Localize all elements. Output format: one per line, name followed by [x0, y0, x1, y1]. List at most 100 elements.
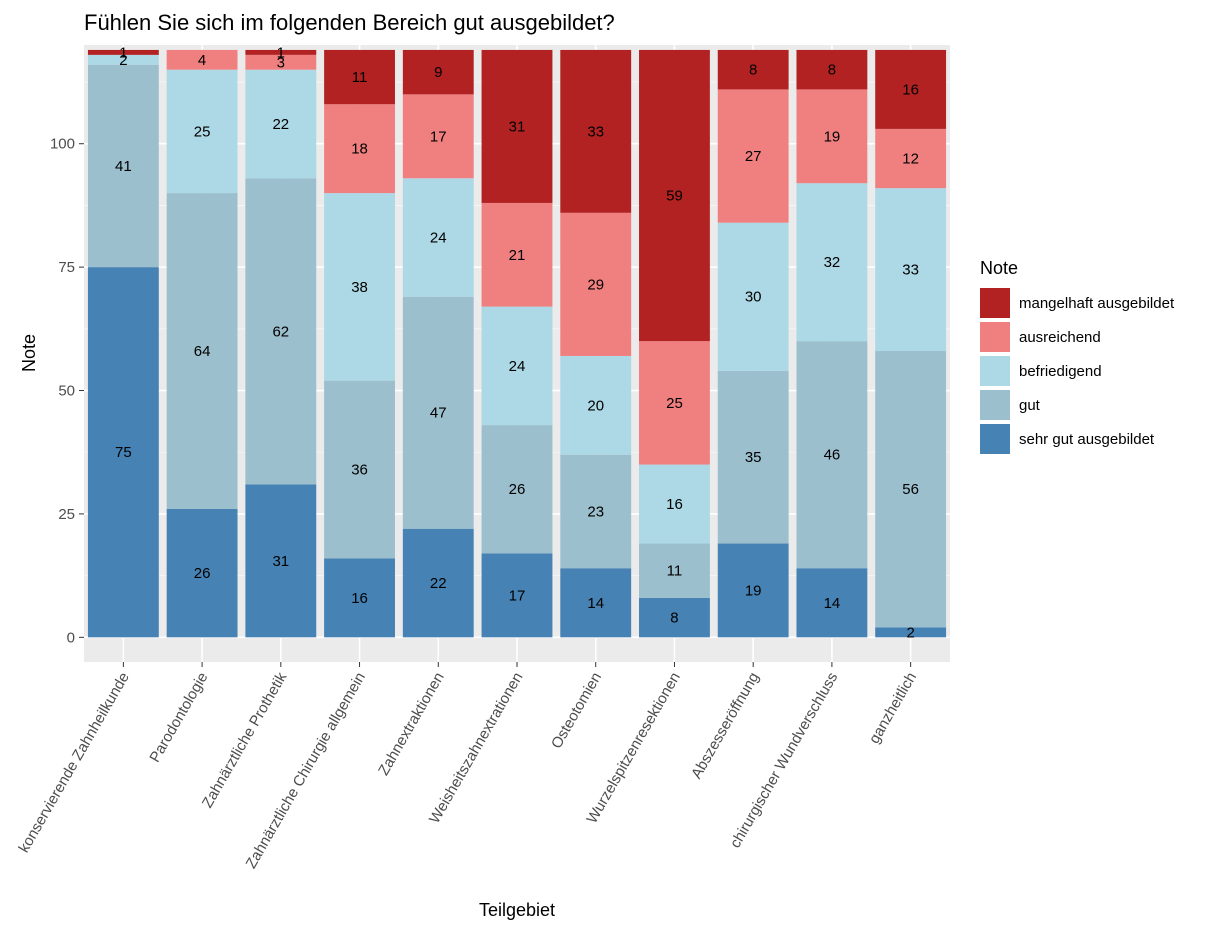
data-label: 22: [272, 116, 289, 133]
bar-segment: [87, 49, 159, 55]
legend-label: sehr gut ausgebildet: [1019, 431, 1155, 448]
legend-key: [980, 356, 1010, 386]
bar-segment: [481, 49, 553, 203]
y-axis-label: Note: [19, 334, 39, 372]
data-label: 47: [430, 405, 447, 422]
data-label: 2: [119, 52, 127, 69]
data-label: 16: [902, 81, 919, 98]
bar-segment: [402, 528, 474, 638]
chart-title: Fühlen Sie sich im folgenden Bereich gut…: [84, 10, 615, 35]
data-label: 24: [509, 358, 526, 375]
legend-key: [980, 322, 1010, 352]
bar-segment: [402, 178, 474, 297]
bar-segment: [402, 49, 474, 95]
bar-segment: [245, 178, 317, 485]
bar-segment: [166, 508, 238, 638]
data-label: 16: [666, 496, 683, 513]
data-label: 17: [509, 587, 526, 604]
legend-title: Note: [980, 258, 1018, 278]
bar-segment: [166, 193, 238, 509]
data-label: 64: [194, 343, 211, 360]
bar-segment: [796, 341, 868, 569]
bar-segment: [402, 296, 474, 529]
bar-segment: [87, 267, 159, 638]
bar-segment: [717, 49, 789, 90]
y-tick-label: 100: [50, 136, 75, 153]
x-axis-label: Teilgebiet: [479, 900, 555, 920]
data-label: 19: [824, 128, 841, 145]
data-label: 26: [509, 481, 526, 498]
bar-segment: [481, 202, 553, 307]
data-label: 31: [272, 553, 289, 570]
bar-segment: [717, 543, 789, 638]
y-tick-label: 0: [67, 629, 75, 646]
data-label: 1: [119, 44, 127, 61]
bar-segment: [639, 543, 710, 598]
bar-segment: [481, 425, 553, 554]
data-label: 25: [666, 395, 683, 412]
bar-segment: [324, 49, 395, 105]
x-tick-label: Zahnärztliche Prothetik: [199, 669, 291, 811]
data-label: 36: [351, 461, 368, 478]
data-label: 11: [352, 69, 368, 86]
bar-segment: [560, 49, 632, 213]
bar-segment: [560, 454, 632, 569]
legend-key: [980, 288, 1010, 318]
data-label: 12: [902, 151, 919, 168]
x-tick-label: Osteotomien: [548, 670, 605, 752]
data-label: 24: [430, 230, 447, 247]
x-tick-label: Weisheitszahnextrationen: [426, 670, 526, 827]
legend: Note mangelhaft ausgebildet ausreichend be…: [980, 258, 1175, 454]
bar-segment: [245, 69, 317, 179]
data-label: 14: [587, 595, 604, 612]
data-labels: 7541212664254316222311636381811224724179…: [115, 44, 919, 641]
legend-label: ausreichend: [1019, 329, 1101, 346]
data-label: 26: [194, 565, 211, 582]
bar-segment: [560, 212, 632, 356]
data-label: 8: [670, 610, 678, 627]
bar-segment: [796, 49, 868, 90]
data-label: 21: [509, 247, 526, 264]
x-tick-label: ganzheitlich: [866, 670, 920, 747]
data-label: 22: [430, 575, 447, 592]
bar-segment: [875, 351, 947, 628]
data-label: 56: [902, 481, 919, 498]
bar-segment: [245, 49, 317, 55]
data-label: 30: [745, 289, 762, 306]
bar-segment: [717, 370, 789, 544]
data-label: 8: [828, 62, 836, 79]
bar-segment: [639, 49, 710, 342]
bar-segment: [796, 183, 868, 342]
data-label: 3: [277, 54, 285, 71]
x-tick-label: Zahnextraktionen: [375, 670, 448, 779]
y-axis: 0 25 50 75 100: [50, 136, 84, 646]
data-label: 2: [906, 624, 914, 641]
legend-label: befriedigend: [1019, 363, 1102, 380]
bar-segment: [245, 484, 317, 638]
data-label: 33: [587, 123, 604, 140]
bar-segment: [717, 89, 789, 223]
legend-label: gut: [1019, 397, 1041, 414]
bar-segment: [796, 568, 868, 638]
data-label: 9: [434, 64, 442, 81]
bar-segment: [717, 222, 789, 371]
data-label: 18: [351, 141, 368, 158]
data-label: 29: [587, 276, 604, 293]
bar-segment: [639, 341, 710, 465]
data-label: 46: [824, 447, 841, 464]
bar-segment: [481, 553, 553, 638]
bar-segment: [481, 306, 553, 426]
data-label: 38: [351, 279, 368, 296]
x-tick-label: Abszesseröffnung: [688, 670, 763, 782]
bars: [87, 49, 947, 638]
bar-segment: [875, 128, 947, 189]
x-tick-label: Parodontologie: [146, 670, 211, 766]
data-label: 11: [667, 563, 683, 580]
data-label: 17: [430, 128, 447, 145]
data-label: 1: [277, 44, 285, 61]
data-label: 27: [745, 148, 762, 165]
bar-segment: [796, 89, 868, 184]
bar-segment: [639, 597, 710, 638]
bar-segment: [560, 568, 632, 638]
